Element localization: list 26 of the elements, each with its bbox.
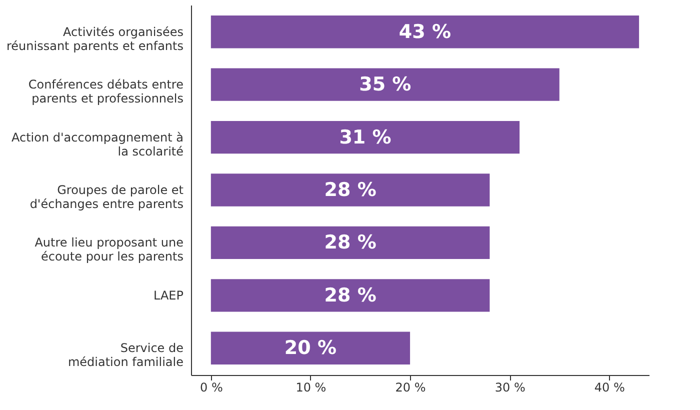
x-tick-label: 10 % [296, 380, 326, 394]
data-label: 20 % [284, 337, 337, 360]
bar [210, 16, 640, 48]
data-label: 28 % [324, 232, 376, 254]
x-tick-label: 40 % [594, 380, 625, 394]
bar [210, 120, 520, 154]
data-label: 31 % [339, 126, 392, 148]
y-tick-label: Autre lieu proposant une écoute pour les parents [34, 236, 184, 264]
y-tick-label: Conférences débats entre parents et professionnels [28, 78, 184, 106]
x-tick-label: 30 % [494, 380, 526, 394]
y-tick-label: Action d'accompagnement à la scolarité [11, 130, 184, 158]
y-tick-label: Service de médiation familiale [68, 341, 184, 370]
y-tick-label: Activités organisées réunissant parents et enfants [6, 24, 184, 53]
x-tick-label: 20 % [395, 380, 426, 394]
y-tick-label: Groupes de parole et d'échanges entre parents [30, 183, 184, 211]
bar [210, 332, 410, 364]
y-tick-label: LAEP [154, 288, 184, 302]
bar [210, 174, 490, 206]
data-label: 35 % [359, 74, 412, 96]
data-label: 43 % [398, 20, 452, 43]
bar [210, 226, 490, 260]
bar [210, 279, 490, 312]
data-label: 28 % [324, 284, 376, 306]
x-tick-label: 0 % [200, 380, 223, 394]
bar [210, 68, 560, 101]
data-label: 28 % [324, 179, 376, 201]
